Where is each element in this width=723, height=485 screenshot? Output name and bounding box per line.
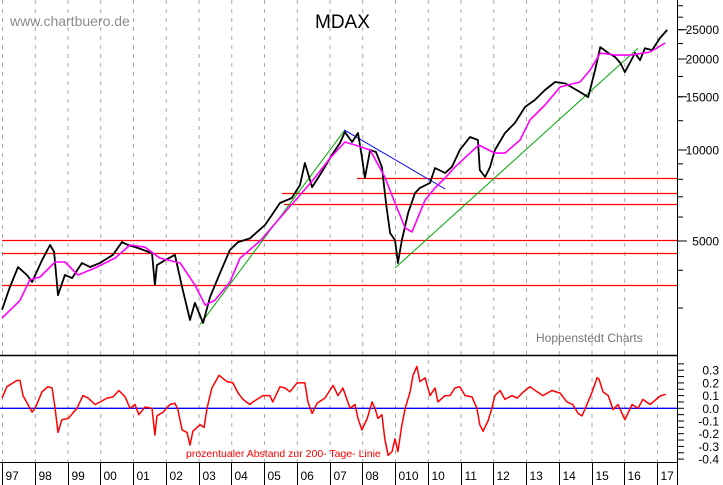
x-tick-label: 15: [596, 469, 610, 483]
oscillator-panel: [0, 354, 677, 457]
oscillator-line: [1, 365, 666, 457]
x-tick-label: 98: [39, 469, 53, 483]
x-tick-label: 07: [334, 469, 348, 483]
x-tick-label: 03: [203, 469, 217, 483]
source-label: Hoppenstedt Charts: [536, 331, 643, 345]
x-tick-label: 14: [563, 469, 577, 483]
y-tick-label: 15000: [686, 90, 720, 104]
x-tick-label: 13: [530, 469, 544, 483]
osc-tick-label: 0.2: [702, 376, 719, 390]
x-tick-label: 99: [72, 469, 86, 483]
y-tick-label: 25000: [686, 23, 720, 37]
x-tick-label: 02: [170, 469, 184, 483]
x-tick-label: 16: [628, 469, 642, 483]
x-tick-label: 04: [235, 469, 249, 483]
trend-lines: [199, 47, 639, 325]
oscillator-label: prozentualer Abstand zur 200- Tage- Lini…: [186, 448, 381, 460]
x-tick-label: 11: [465, 469, 478, 483]
x-tick-label: 01: [137, 469, 151, 483]
x-tick-label: 08: [366, 469, 380, 483]
osc-tick-label: -0.1: [698, 415, 719, 429]
x-tick-label: 05: [268, 469, 282, 483]
x-tick-label: 00: [104, 469, 118, 483]
x-tick-label: 010: [399, 469, 419, 483]
osc-tick-label: 0.0: [702, 402, 719, 416]
price-line: [1, 29, 668, 324]
chart-title: MDAX: [315, 12, 370, 33]
moving_average-line: [1, 42, 666, 319]
osc-tick-label: 0.3: [702, 364, 719, 378]
uptrend-line: [394, 47, 639, 269]
x-tick-label: 10: [432, 469, 446, 483]
y-tick-label: 5000: [692, 235, 719, 249]
price-series: [1, 29, 668, 324]
y-tick-label: 20000: [686, 53, 720, 67]
x-tick-label: 12: [497, 469, 511, 483]
support-resistance-lines: [2, 177, 677, 287]
x-tick-label: 97: [6, 469, 20, 483]
watermark: www.chartbuero.de: [9, 13, 130, 29]
x-tick-label: 17: [661, 469, 675, 483]
osc-tick-label: 0.1: [702, 389, 719, 403]
downtrend-line: [343, 129, 446, 190]
osc-tick-label: -0.4: [698, 453, 719, 467]
x-tick-label: 06: [301, 469, 315, 483]
osc-tick-label: -0.2: [698, 427, 719, 441]
osc-tick-label: -0.3: [698, 440, 719, 454]
y-tick-label: 10000: [686, 144, 720, 158]
